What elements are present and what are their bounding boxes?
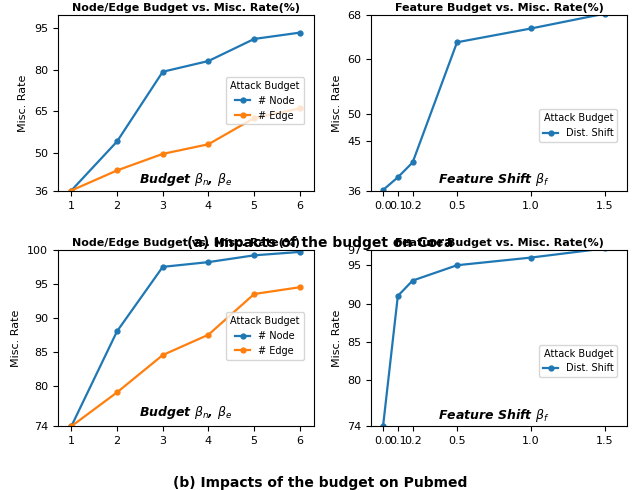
Dist. Shift bbox=[453, 262, 461, 268]
# Node bbox=[296, 249, 304, 255]
Dist. Shift bbox=[394, 293, 402, 299]
Dist. Shift bbox=[601, 245, 609, 251]
# Edge bbox=[113, 168, 121, 173]
# Node bbox=[67, 188, 75, 194]
# Node bbox=[205, 259, 212, 265]
Text: (b) Impacts of the budget on Pubmed: (b) Impacts of the budget on Pubmed bbox=[173, 476, 467, 490]
Title: Node/Edge Budget vs. Misc. Rate(%): Node/Edge Budget vs. Misc. Rate(%) bbox=[72, 2, 300, 13]
Dist. Shift bbox=[409, 160, 417, 166]
Legend: Dist. Shift: Dist. Shift bbox=[540, 109, 617, 142]
# Node bbox=[67, 423, 75, 429]
Dist. Shift bbox=[379, 423, 387, 429]
# Edge bbox=[159, 352, 166, 358]
Line: Dist. Shift: Dist. Shift bbox=[381, 246, 607, 429]
Line: # Edge: # Edge bbox=[69, 106, 302, 193]
Legend: Dist. Shift: Dist. Shift bbox=[540, 344, 617, 377]
Title: Node/Edge Budget vs. Misc. Rate(%): Node/Edge Budget vs. Misc. Rate(%) bbox=[72, 238, 300, 248]
Line: # Edge: # Edge bbox=[69, 285, 302, 429]
Line: # Node: # Node bbox=[69, 30, 302, 193]
Y-axis label: Misc. Rate: Misc. Rate bbox=[332, 74, 342, 132]
Line: # Node: # Node bbox=[69, 249, 302, 429]
# Edge bbox=[67, 188, 75, 194]
# Node bbox=[159, 69, 166, 74]
Dist. Shift bbox=[527, 25, 535, 31]
Dist. Shift bbox=[601, 11, 609, 17]
Dist. Shift bbox=[527, 255, 535, 261]
# Node bbox=[113, 328, 121, 334]
# Node bbox=[250, 36, 258, 42]
# Edge bbox=[296, 284, 304, 290]
Y-axis label: Misc. Rate: Misc. Rate bbox=[332, 309, 342, 367]
Dist. Shift bbox=[394, 174, 402, 180]
# Edge bbox=[250, 115, 258, 121]
Y-axis label: Misc. Rate: Misc. Rate bbox=[12, 309, 21, 367]
Text: (a) Impacts of the budget on Cora: (a) Impacts of the budget on Cora bbox=[187, 236, 453, 249]
# Edge bbox=[205, 332, 212, 338]
Title: Feature Budget vs. Misc. Rate(%): Feature Budget vs. Misc. Rate(%) bbox=[395, 2, 604, 13]
# Node bbox=[250, 252, 258, 258]
# Node bbox=[159, 264, 166, 270]
# Node bbox=[205, 58, 212, 64]
Legend: # Node, # Edge: # Node, # Edge bbox=[227, 77, 303, 124]
# Edge bbox=[296, 105, 304, 111]
# Edge bbox=[67, 423, 75, 429]
Dist. Shift bbox=[453, 39, 461, 45]
Y-axis label: Misc. Rate: Misc. Rate bbox=[18, 74, 28, 132]
# Edge bbox=[250, 291, 258, 297]
# Node bbox=[296, 30, 304, 36]
Line: Dist. Shift: Dist. Shift bbox=[381, 11, 607, 193]
# Node bbox=[113, 139, 121, 145]
Text: Budget $\beta_n$, $\beta_e$: Budget $\beta_n$, $\beta_e$ bbox=[139, 171, 232, 188]
Text: Budget $\beta_n$, $\beta_e$: Budget $\beta_n$, $\beta_e$ bbox=[139, 404, 232, 421]
Text: Feature Shift $\beta_f$: Feature Shift $\beta_f$ bbox=[438, 171, 550, 188]
Dist. Shift bbox=[379, 187, 387, 193]
Dist. Shift bbox=[409, 278, 417, 284]
# Edge bbox=[205, 141, 212, 147]
Text: Feature Shift $\beta_f$: Feature Shift $\beta_f$ bbox=[438, 407, 550, 424]
# Edge bbox=[113, 390, 121, 395]
# Edge bbox=[159, 151, 166, 157]
Title: Feature Budget vs. Misc. Rate(%): Feature Budget vs. Misc. Rate(%) bbox=[395, 238, 604, 248]
Legend: # Node, # Edge: # Node, # Edge bbox=[227, 312, 303, 360]
